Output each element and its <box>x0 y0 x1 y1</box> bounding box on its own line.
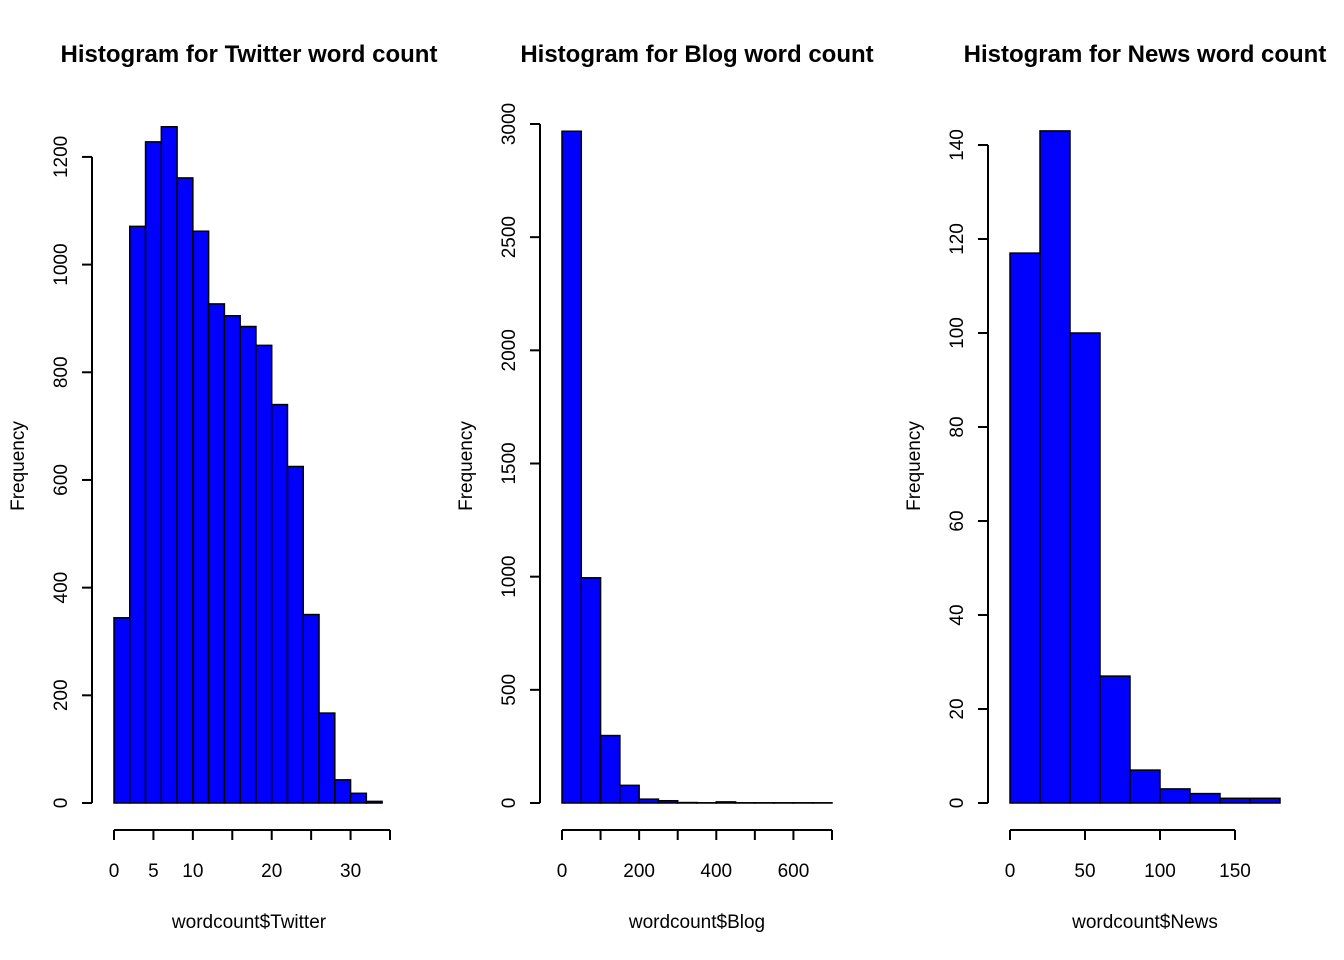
histogram-bar <box>580 577 602 804</box>
histogram-bar <box>619 784 640 804</box>
y-axis: 0 20 40 60 80 100 120 140 <box>947 129 989 809</box>
x-tick-label: 30 <box>340 861 361 882</box>
x-tick-label: 50 <box>1074 861 1095 882</box>
histogram-bar <box>270 403 289 804</box>
histogram-bar <box>1219 797 1251 804</box>
y-axis: 0 500 1000 1500 2000 2500 3000 <box>499 103 541 809</box>
chart-title: Histogram for Twitter word count <box>61 41 438 68</box>
histogram-bar <box>223 314 241 804</box>
histogram-bar <box>1099 675 1131 804</box>
chart-title: Histogram for News word count <box>964 41 1327 68</box>
y-axis-label: Frequency <box>904 421 925 511</box>
x-tick-label: 200 <box>623 861 655 882</box>
bar-group <box>113 126 383 804</box>
histogram-bar <box>1249 797 1281 804</box>
x-tick-label: 5 <box>148 861 159 882</box>
x-tick-label: 10 <box>182 861 203 882</box>
histogram-bar <box>318 712 336 804</box>
y-tick-label: 120 <box>947 223 968 255</box>
news-histogram-panel: Histogram for News word count wordcount$… <box>904 41 1326 933</box>
x-tick-label: 100 <box>1144 861 1176 882</box>
histogram-bar <box>192 230 210 804</box>
histogram-bar <box>1159 788 1191 804</box>
y-tick-label: 500 <box>499 674 520 706</box>
x-tick-label: 0 <box>1005 861 1016 882</box>
y-tick-label: 1500 <box>499 442 520 484</box>
y-tick-label: 80 <box>947 416 968 437</box>
histogram-bar <box>599 734 621 804</box>
y-axis: 0 200 400 600 800 1000 1200 <box>51 136 93 809</box>
x-tick-label: 0 <box>109 861 120 882</box>
bar-group <box>561 130 833 804</box>
y-tick-label: 400 <box>51 572 72 604</box>
histogram-bar <box>1129 769 1161 804</box>
y-tick-label: 200 <box>51 679 72 711</box>
y-tick-label: 3000 <box>499 103 520 145</box>
x-axis-label: wordcount$News <box>1071 912 1218 933</box>
histogram-bar <box>176 177 194 804</box>
histogram-bar <box>638 798 660 804</box>
histogram-bar <box>207 303 226 804</box>
histogram-bar <box>113 617 131 804</box>
y-tick-label: 1000 <box>499 556 520 598</box>
y-tick-label: 0 <box>947 798 968 809</box>
histogram-bar <box>365 800 383 804</box>
histogram-bar <box>561 130 583 804</box>
histogram-bar <box>1189 792 1221 804</box>
x-axis: 0 50 100 150 <box>1005 829 1251 882</box>
histogram-bar <box>1069 332 1101 804</box>
histogram-bar <box>657 799 679 804</box>
histogram-bar <box>255 344 273 804</box>
x-axis-label: wordcount$Blog <box>628 912 765 933</box>
histogram-bar <box>302 613 320 804</box>
histogram-bar <box>349 792 368 804</box>
histogram-bar <box>144 141 163 804</box>
histogram-bar <box>286 465 305 804</box>
histogram-bar <box>239 325 257 804</box>
histogram-bar <box>715 801 737 804</box>
y-tick-label: 140 <box>947 129 968 161</box>
histogram-bar <box>334 779 352 804</box>
histogram-bar <box>129 225 147 804</box>
x-axis-label: wordcount$Twitter <box>171 912 327 933</box>
y-axis-label: Frequency <box>456 421 477 511</box>
x-tick-label: 150 <box>1219 861 1251 882</box>
histogram-bar <box>1039 130 1071 804</box>
y-tick-label: 20 <box>947 698 968 719</box>
chart-title: Histogram for Blog word count <box>520 41 873 68</box>
histogram-bar <box>1009 252 1041 804</box>
y-tick-label: 40 <box>947 604 968 625</box>
x-tick-label: 0 <box>557 861 568 882</box>
twitter-histogram-panel: Histogram for Twitter word count wordcou… <box>8 41 437 933</box>
y-tick-label: 2000 <box>499 329 520 371</box>
y-tick-label: 2500 <box>499 216 520 258</box>
blog-histogram-panel: Histogram for Blog word count wordcount$… <box>456 41 874 933</box>
x-tick-label: 400 <box>700 861 732 882</box>
y-tick-label: 1200 <box>51 136 72 178</box>
y-tick-label: 0 <box>51 798 72 809</box>
y-tick-label: 100 <box>947 317 968 349</box>
y-axis-label: Frequency <box>8 421 29 511</box>
x-axis: 0 200 400 600 <box>557 829 833 882</box>
x-tick-label: 20 <box>261 861 282 882</box>
x-axis: 0 5 10 20 30 <box>109 829 391 882</box>
histogram-bar <box>160 126 178 804</box>
y-tick-label: 0 <box>499 798 520 809</box>
y-tick-label: 600 <box>51 464 72 496</box>
x-tick-label: 600 <box>778 861 810 882</box>
y-tick-label: 800 <box>51 356 72 388</box>
y-tick-label: 1000 <box>51 243 72 285</box>
y-tick-label: 60 <box>947 510 968 531</box>
bar-group <box>1009 130 1281 804</box>
